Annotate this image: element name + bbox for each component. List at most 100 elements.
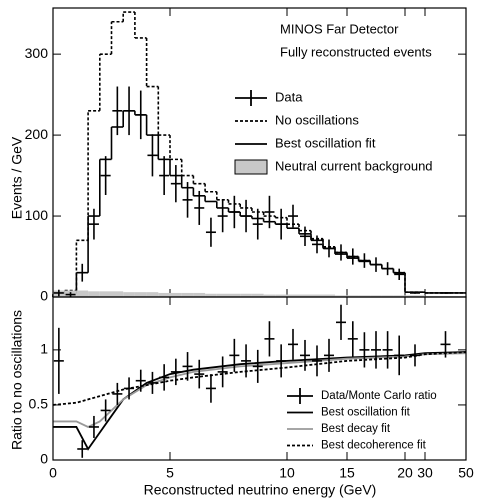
data-point (229, 195, 240, 229)
background-bar (240, 293, 252, 297)
data-point (100, 156, 111, 195)
background-bar (323, 294, 335, 297)
background-bar (228, 293, 241, 297)
background-bar (393, 295, 405, 297)
y-axis-label: Ratio to no oscillations (9, 310, 25, 450)
data-point (65, 292, 76, 297)
data-point (77, 440, 88, 458)
data-point (312, 235, 322, 254)
x-tick-label: 20 (397, 465, 413, 481)
data-point (147, 134, 158, 177)
x-axis-label: Reconstructed neutrino energy (GeV) (144, 482, 377, 498)
data-point (135, 369, 146, 392)
data-point (410, 344, 420, 367)
data-point (88, 208, 99, 240)
data-point (336, 244, 346, 261)
y-tick-label: 0 (40, 451, 48, 467)
data-point (276, 208, 287, 240)
legend-label: Data/Monte Carlo ratio (321, 390, 437, 402)
annotation: MINOS Far Detector (280, 21, 399, 36)
data-point (288, 328, 298, 360)
background-bar (381, 295, 394, 297)
background-bar (76, 290, 89, 297)
x-tick-label: 0 (49, 465, 57, 481)
data-point (217, 199, 228, 233)
data-point (371, 331, 381, 369)
data-point (112, 86, 123, 136)
background-bar (123, 292, 135, 297)
data-point (77, 263, 88, 282)
x-tick-label: 30 (417, 465, 433, 481)
background-bar (311, 294, 323, 297)
data-point (359, 332, 370, 368)
legend-label: Best decoherence fit (321, 440, 427, 452)
data-point (371, 257, 381, 272)
background-bar (405, 295, 425, 297)
data-point (300, 339, 310, 371)
fit-line (52, 351, 467, 406)
data-point (288, 204, 298, 228)
x-tick-label: 10 (279, 465, 295, 481)
background-bar (170, 292, 182, 297)
data-point (124, 86, 135, 136)
data-point (182, 352, 193, 381)
data-point (252, 349, 263, 383)
background-bar (287, 294, 299, 297)
y-tick-label: 300 (25, 45, 49, 61)
data-point (88, 415, 99, 438)
data-point (347, 321, 358, 357)
data-point (276, 344, 287, 378)
background-bar (251, 293, 264, 297)
data-point (252, 208, 263, 240)
data-point (205, 374, 216, 403)
background-bar (134, 292, 147, 297)
data-point (217, 356, 228, 388)
background-bar (88, 291, 100, 297)
y-tick-label: 1 (40, 341, 48, 357)
y-tick-label: 0.5 (29, 396, 49, 412)
legend-label: Data (275, 89, 303, 104)
data-point (394, 335, 405, 376)
background-bar (216, 293, 229, 297)
background-bar (193, 292, 206, 297)
y-tick-label: 200 (25, 126, 49, 142)
x-tick-label: 5 (166, 465, 174, 481)
data-point (347, 248, 358, 265)
data-point (194, 190, 205, 225)
background-bar (263, 294, 276, 297)
legend-label: Best oscillation fit (275, 135, 376, 150)
data-point (159, 364, 170, 391)
background-bar (205, 293, 217, 297)
fit-line (53, 352, 467, 428)
data-point (147, 371, 158, 394)
data-point (359, 253, 370, 268)
data-point (264, 195, 275, 229)
background-bar (299, 294, 311, 297)
x-tick-label: 50 (458, 465, 474, 481)
data-point (324, 338, 334, 372)
data-point (53, 289, 64, 297)
background-bar (370, 295, 382, 297)
data-point (312, 345, 322, 377)
data-point (170, 358, 181, 386)
annotation: Fully reconstructed events (280, 44, 432, 59)
legend-label: No oscillations (275, 112, 359, 127)
data-point (382, 262, 393, 276)
background-bar (181, 292, 194, 297)
data-point (135, 90, 146, 140)
y-tick-label: 0 (40, 288, 48, 304)
data-point (336, 304, 346, 340)
background-bar (111, 291, 124, 297)
data-point (410, 292, 420, 294)
data-point (394, 268, 405, 280)
data-point (159, 156, 170, 195)
data-point (205, 217, 216, 247)
legend-swatch (234, 159, 268, 175)
legend-label: Best oscillation fit (321, 407, 411, 419)
legend-label: Best decay fit (321, 423, 391, 435)
data-point (182, 182, 193, 218)
legend-label: Neutral current background (275, 158, 433, 173)
data-point (382, 331, 393, 369)
background-bar (347, 295, 359, 297)
